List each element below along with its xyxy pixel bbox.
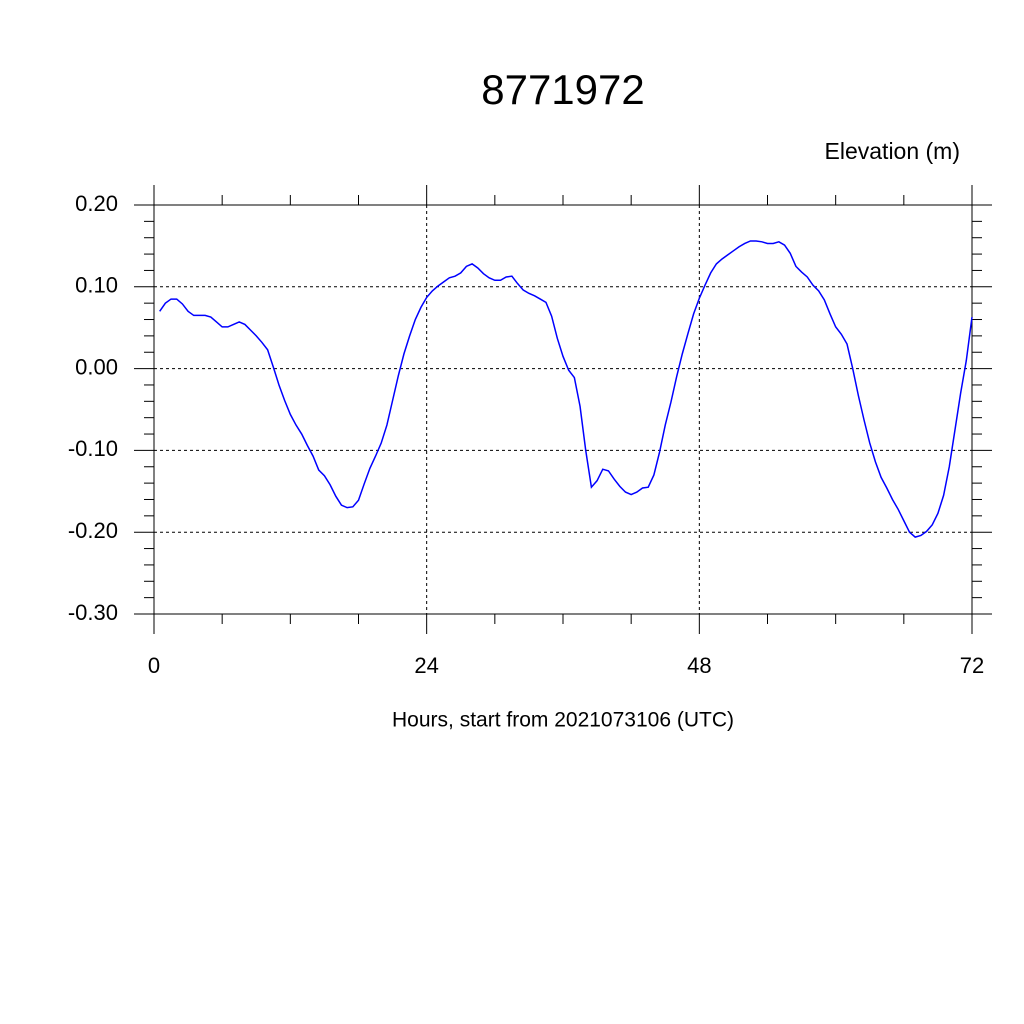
y-tick-label: 0.00 [75, 354, 118, 379]
plot-frame [153, 204, 973, 615]
y-tick-label: 0.10 [75, 273, 118, 298]
x-tick-label: 0 [148, 653, 160, 678]
y-tick-label: 0.20 [75, 191, 118, 216]
x-tick-label: 24 [414, 653, 438, 678]
y-tick-label: -0.20 [68, 518, 118, 543]
y-tick-label: -0.30 [68, 600, 118, 625]
chart-subtitle: Elevation (m) [825, 138, 960, 164]
y-tick-label: -0.10 [68, 436, 118, 461]
x-axis-label: Hours, start from 2021073106 (UTC) [392, 709, 734, 732]
x-tick-label: 72 [960, 653, 984, 678]
data-line [159, 240, 973, 538]
x-tick-label: 48 [687, 653, 711, 678]
chart-title: 8771972 [481, 66, 645, 113]
